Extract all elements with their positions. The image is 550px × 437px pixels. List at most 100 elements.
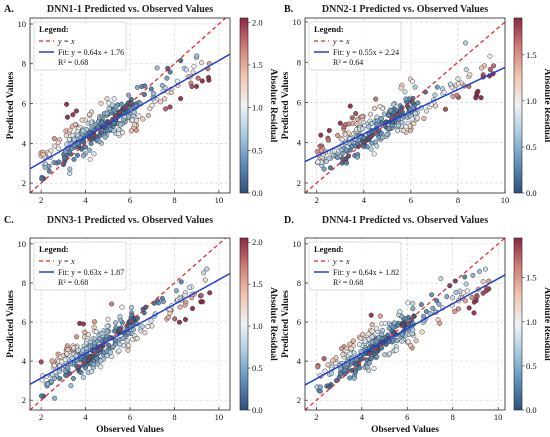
data-point (56, 159, 62, 165)
data-point (326, 127, 332, 134)
panel-2: B. DNN2-1 Predicted vs. Observed Values 2 4… (281, 4, 550, 205)
data-point (90, 353, 96, 359)
data-point (343, 147, 350, 153)
data-point (487, 66, 493, 73)
data-point (330, 357, 336, 363)
data-point (347, 103, 353, 109)
legend-title: Legend: (39, 244, 69, 254)
data-point (421, 115, 427, 122)
data-point (120, 130, 126, 136)
data-point (134, 117, 140, 124)
data-point (377, 103, 383, 109)
data-point (342, 131, 348, 137)
y-tick-label: 4 (22, 138, 27, 148)
colorbar: 0.0 0.5 1.0 1.5 2.0 Absolute Residual (239, 17, 278, 198)
data-point (356, 341, 363, 348)
identity-line (305, 238, 505, 410)
colorbar-tick-label: 1.0 (526, 317, 537, 327)
colorbar-tick-label: 1.5 (252, 279, 263, 289)
data-point (42, 164, 48, 171)
data-point (398, 85, 404, 91)
data-point (399, 338, 405, 344)
x-tick-label: 6 (409, 195, 413, 205)
data-point (145, 112, 151, 118)
identity-line (305, 21, 505, 193)
x-axis-label: Observed Values (96, 425, 164, 435)
data-point (202, 277, 208, 283)
data-point (155, 300, 162, 306)
legend-box (308, 21, 402, 71)
data-point (118, 101, 125, 107)
data-point (162, 96, 168, 102)
data-point (55, 139, 61, 145)
x-tick-label: 2 (39, 195, 43, 205)
colorbar-label: Absolute Residual (268, 69, 278, 143)
data-point (178, 58, 184, 64)
data-point (136, 113, 142, 119)
data-point (126, 105, 132, 111)
data-point (353, 110, 359, 117)
legend-entry-r2: R² = 0.68 (58, 278, 88, 287)
data-point (368, 146, 374, 152)
data-point (429, 292, 435, 298)
data-point (191, 63, 197, 69)
x-tick-label: 8 (456, 195, 460, 205)
data-point (77, 320, 83, 326)
data-point (149, 102, 155, 109)
data-point (347, 375, 353, 381)
y-tick-label: 2 (297, 178, 301, 188)
data-point (125, 347, 131, 353)
data-point (333, 360, 339, 367)
data-point (349, 115, 355, 121)
data-point (199, 299, 206, 305)
colorbar-gradient (513, 17, 523, 194)
data-point (373, 96, 379, 102)
data-point (347, 351, 353, 357)
colorbar: 0.0 0.5 1.0 1.5 2.0 Absolute Residual (239, 237, 278, 415)
data-point (355, 116, 361, 122)
data-point (38, 393, 44, 399)
y-tick-label: 2 (297, 395, 301, 405)
x-tick-label: 4 (83, 412, 88, 422)
data-point (73, 334, 80, 340)
data-point (444, 294, 450, 300)
data-point (117, 122, 124, 128)
data-point (463, 281, 469, 287)
data-point (369, 322, 375, 328)
data-point (409, 78, 416, 85)
data-point (348, 345, 354, 352)
data-point (119, 304, 125, 310)
data-point (198, 292, 204, 299)
data-point (71, 156, 77, 162)
data-point (476, 268, 483, 274)
data-point (178, 96, 184, 102)
data-point (106, 105, 112, 111)
data-point (51, 363, 57, 369)
data-point (438, 276, 444, 282)
data-point (342, 367, 348, 373)
data-point (116, 348, 122, 354)
y-tick-label: 10 (293, 17, 302, 27)
data-point (94, 355, 100, 361)
fit-line (30, 53, 230, 170)
colorbar-tick-label: 0.0 (252, 188, 263, 198)
y-tick-label: 10 (293, 239, 302, 249)
data-point (189, 83, 195, 90)
data-point (384, 131, 390, 137)
colorbar-gradient (239, 17, 249, 194)
data-point (134, 84, 140, 90)
data-point (91, 319, 98, 325)
data-point (159, 295, 165, 302)
data-point (51, 136, 57, 142)
data-point (64, 101, 70, 107)
data-point (102, 134, 108, 140)
data-point (450, 295, 456, 301)
data-point (194, 53, 200, 59)
x-axis-label: Observed Values (371, 425, 439, 435)
data-point (410, 306, 416, 312)
x-tick-label: 4 (362, 195, 367, 205)
data-point (73, 108, 79, 114)
data-point (366, 360, 372, 366)
y-axis-label: Predicted Values (281, 71, 291, 139)
